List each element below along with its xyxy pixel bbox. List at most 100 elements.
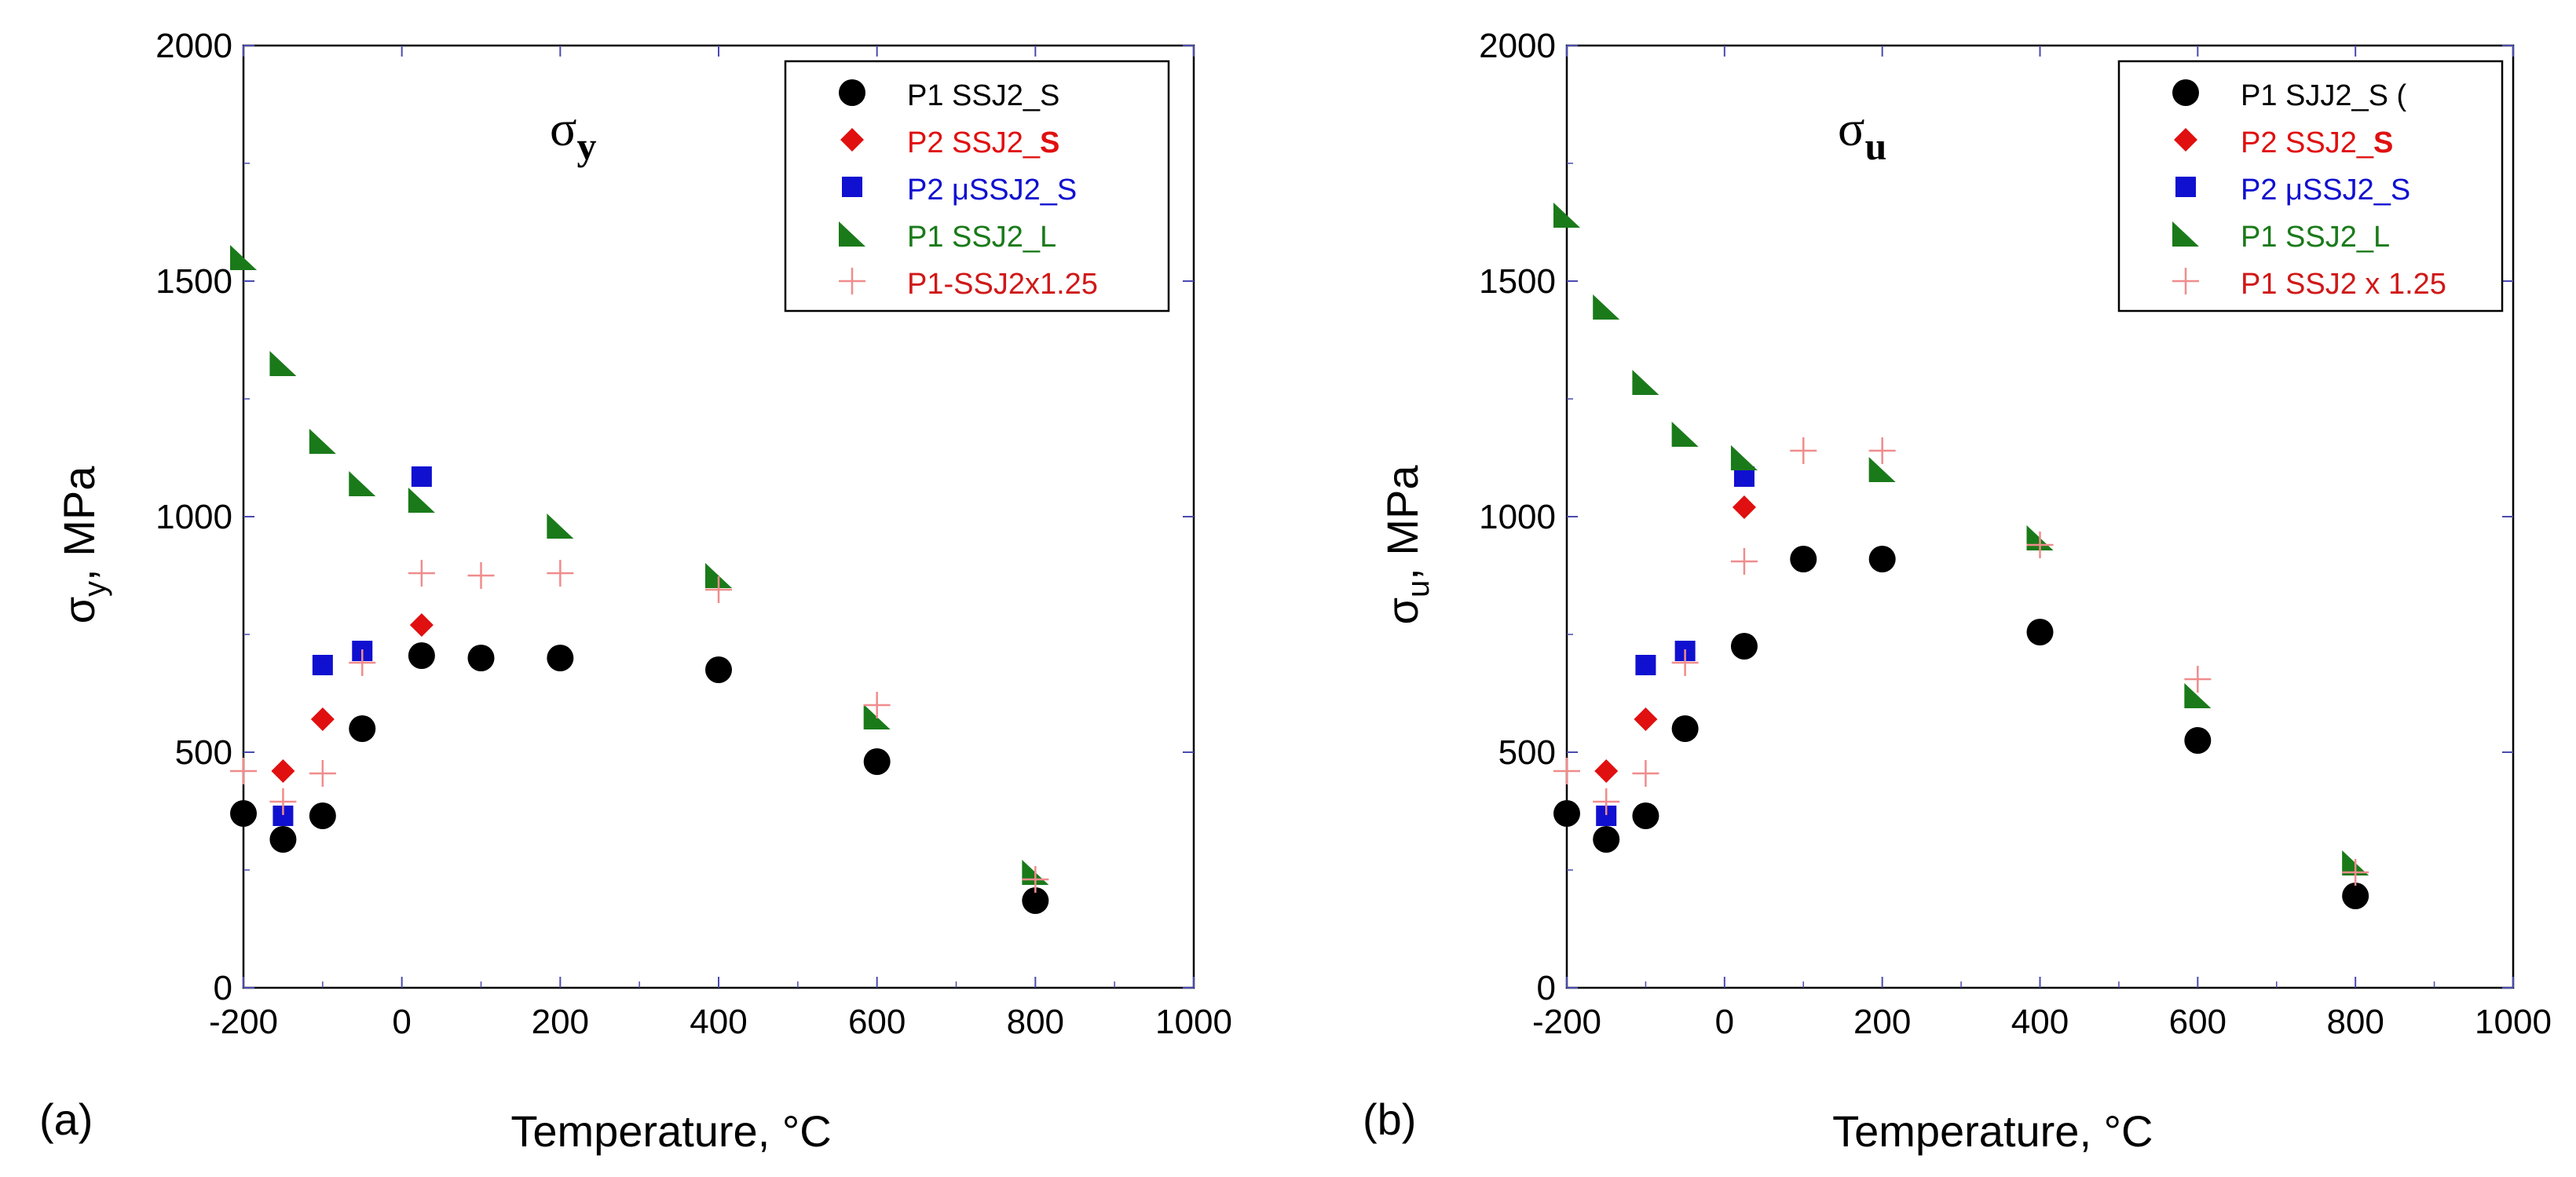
data-point-circle — [467, 645, 495, 671]
data-point-circle — [2184, 727, 2212, 754]
x-tick-label: -200 — [209, 1003, 278, 1041]
legend-label: P1 SSJ2_L — [907, 221, 1056, 254]
data-point-plus — [349, 649, 376, 676]
data-point-square — [411, 466, 432, 487]
data-point-square — [1635, 655, 1656, 675]
legend-label-text: P2 SSJ2_ — [2241, 126, 2374, 159]
data-point-plus — [2026, 532, 2054, 558]
data-point-triangle — [1868, 457, 1896, 482]
chart-panel-b: -200 0 200 400 600 800 10000500100015002000Tem… — [1363, 27, 2552, 1156]
legend-label: P2 SSJ2_S — [907, 126, 1059, 159]
data-point-circle — [1790, 546, 1817, 572]
data-point-triangle — [1632, 370, 1659, 395]
plot-title: σu — [1838, 101, 1886, 168]
legend-label-text: P1-SSJ2x1.25 — [907, 268, 1098, 301]
data-point-triangle — [1730, 445, 1758, 470]
y-tick-label: 1000 — [156, 498, 232, 536]
data-point-plus — [230, 758, 257, 784]
data-point-plus — [1022, 866, 1049, 893]
data-point-plus — [863, 692, 891, 718]
x-tick-label: 800 — [1007, 1003, 1064, 1041]
panel-label: (a) — [39, 1095, 93, 1144]
data-point-circle — [2026, 619, 2054, 645]
series-plus — [1553, 437, 2369, 886]
data-point-diamond — [1634, 707, 1658, 731]
data-point-plus — [2184, 666, 2212, 693]
series-circle — [230, 642, 1049, 914]
legend-label: P1 SSJ2_S — [907, 79, 1059, 112]
y-axis-unit: , MPa — [1378, 465, 1427, 580]
data-point-circle — [230, 800, 257, 827]
data-point-plus — [408, 560, 435, 587]
y-tick-label: 1500 — [1479, 262, 1556, 301]
plot-title-symbol: σ — [550, 101, 577, 156]
x-tick-label: 1000 — [2475, 1003, 2552, 1041]
data-point-circle — [349, 715, 376, 742]
x-tick-label: 0 — [392, 1003, 411, 1041]
plot-title-subscript: y — [577, 124, 597, 168]
legend-marker-diamond — [2174, 128, 2197, 152]
legend-marker-square — [2175, 177, 2196, 197]
legend-marker-plus — [839, 268, 865, 294]
x-tick-label: 0 — [1715, 1003, 1734, 1041]
series-triangle — [230, 245, 1049, 885]
x-tick-label: 400 — [690, 1003, 747, 1041]
legend-label-text: P2 SSJ2_ — [907, 126, 1041, 159]
x-tick-label: 600 — [848, 1003, 906, 1041]
x-tick-label: 200 — [532, 1003, 589, 1041]
y-axis-subscript: u — [1401, 580, 1436, 598]
data-point-triangle — [408, 488, 435, 513]
legend-label-bold: S — [1040, 126, 1059, 159]
data-point-circle — [1671, 715, 1699, 742]
x-tick-label: 800 — [2326, 1003, 2384, 1041]
data-point-triangle — [230, 245, 257, 270]
data-point-triangle — [2184, 683, 2212, 708]
data-point-plus — [705, 576, 732, 603]
data-point-triangle — [349, 471, 376, 496]
legend-label-text: P1 SSJ2_S — [907, 79, 1059, 112]
data-point-triangle — [269, 351, 297, 376]
legend-label-bold: S — [2373, 126, 2393, 159]
legend: P1 SSJ2_S P2 SSJ2_S P2 μSSJ2_S P1 SSJ2_L P1-… — [784, 60, 1170, 313]
data-point-triangle — [309, 429, 336, 454]
data-point-diamond — [310, 707, 335, 731]
data-point-circle — [1868, 546, 1896, 572]
legend: P1 SJJ2_S (P2 SSJ2_S P2 μSSJ2_S P1 SSJ2_L P… — [2117, 60, 2504, 313]
data-point-circle — [1593, 826, 1620, 853]
legend-marker-square — [842, 177, 862, 197]
legend-marker-circle — [839, 79, 865, 106]
legend-label-text: P1 SSJ2 x 1.25 — [2241, 268, 2446, 301]
plot-title: σy — [550, 101, 597, 168]
legend-label: P2 μSSJ2_S — [2241, 174, 2410, 207]
data-point-plus — [547, 560, 574, 587]
data-point-circle — [1553, 800, 1580, 827]
data-point-diamond — [1732, 495, 1756, 519]
data-point-circle — [1022, 887, 1049, 914]
data-point-plus — [1632, 760, 1659, 787]
y-axis-label: σu, MPa — [1378, 465, 1436, 625]
x-tick-label: -200 — [1532, 1003, 1601, 1041]
legend-label-text: P1 SJJ2_S ( — [2241, 79, 2407, 112]
plot-title-symbol: σ — [1838, 101, 1865, 156]
data-point-triangle — [1553, 203, 1580, 228]
data-point-triangle — [547, 514, 574, 539]
legend-marker-plus — [2172, 268, 2199, 294]
y-axis-subscript: y — [78, 581, 112, 597]
plot-title-subscript: u — [1865, 124, 1887, 168]
legend-label: P2 SSJ2_S — [2241, 126, 2393, 159]
data-point-plus — [1593, 788, 1620, 815]
y-tick-label: 0 — [214, 969, 232, 1007]
x-axis-label: Temperature, °C — [510, 1106, 831, 1156]
data-point-plus — [1790, 437, 1817, 464]
data-point-circle — [269, 826, 297, 853]
data-point-circle — [705, 656, 732, 683]
data-point-square — [312, 655, 333, 675]
legend-label-text: P2 μSSJ2_S — [907, 174, 1077, 207]
legend-marker-circle — [2172, 79, 2199, 106]
series-diamond — [271, 613, 434, 783]
data-point-triangle — [705, 563, 732, 588]
data-point-plus — [467, 562, 495, 589]
data-point-diamond — [1594, 759, 1619, 783]
legend-marker-triangle — [839, 221, 865, 247]
